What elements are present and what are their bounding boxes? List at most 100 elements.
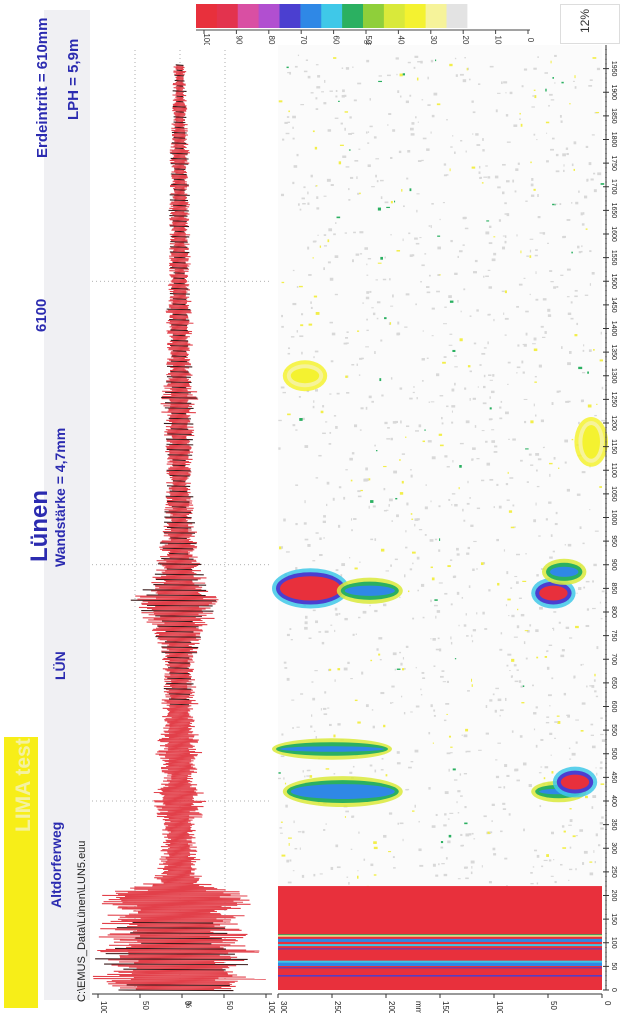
map-speck bbox=[411, 254, 415, 257]
x-tick-label: 1350 bbox=[610, 344, 617, 360]
signal-stroke bbox=[169, 314, 188, 317]
signal-stroke bbox=[169, 703, 190, 706]
signal-stroke bbox=[171, 327, 188, 329]
map-speck bbox=[281, 281, 285, 284]
map-speck bbox=[299, 847, 301, 850]
signal-stroke bbox=[171, 302, 187, 305]
signal-stroke bbox=[174, 198, 186, 201]
signal-stroke bbox=[166, 330, 193, 333]
map-speck bbox=[417, 589, 420, 592]
signal-stroke bbox=[171, 520, 187, 523]
signal-stroke bbox=[168, 742, 190, 744]
signal-stroke bbox=[170, 466, 189, 469]
map-speck bbox=[409, 94, 412, 97]
map-speck bbox=[469, 398, 471, 401]
map-speck bbox=[543, 859, 548, 862]
x-tick-label: 1450 bbox=[610, 297, 617, 313]
signal-stroke bbox=[162, 707, 194, 710]
map-speck bbox=[367, 164, 371, 168]
map-speck bbox=[545, 721, 550, 724]
signal-stroke bbox=[169, 305, 188, 308]
map-speck bbox=[448, 498, 451, 501]
map-speck bbox=[569, 103, 571, 105]
map-speck bbox=[334, 607, 338, 611]
signal-stroke bbox=[166, 472, 191, 475]
signal-stroke bbox=[168, 409, 190, 412]
signal-stroke bbox=[155, 615, 202, 617]
signal-stroke bbox=[161, 873, 195, 875]
map-speck bbox=[525, 200, 528, 202]
signal-stroke bbox=[172, 489, 188, 492]
signal-stroke bbox=[166, 308, 191, 311]
signal-stroke bbox=[169, 460, 189, 463]
signal-stroke bbox=[166, 380, 191, 383]
map-speck bbox=[481, 430, 485, 432]
map-speck bbox=[458, 624, 460, 627]
map-speck bbox=[492, 374, 495, 377]
signal-stroke bbox=[172, 278, 187, 281]
map-speck bbox=[566, 219, 571, 221]
map-speck bbox=[523, 343, 527, 347]
map-speck bbox=[292, 727, 294, 729]
signal-stroke bbox=[170, 212, 190, 215]
map-speck bbox=[318, 454, 322, 457]
x-tick-label: 1150 bbox=[610, 439, 617, 454]
signal-stroke bbox=[167, 553, 193, 556]
map-speck bbox=[444, 813, 447, 816]
signal-stroke bbox=[173, 190, 185, 192]
map-speck bbox=[422, 137, 427, 140]
signal-stroke bbox=[172, 197, 187, 200]
map-speck bbox=[578, 421, 580, 425]
signal-stroke bbox=[168, 348, 189, 350]
map-speck bbox=[592, 795, 597, 798]
map-blob-core bbox=[344, 585, 395, 596]
map-speck bbox=[359, 253, 363, 255]
signal-stroke bbox=[176, 77, 184, 80]
map-speck bbox=[417, 160, 422, 163]
map-speck bbox=[551, 831, 554, 835]
signal-stroke bbox=[168, 690, 191, 692]
map-speck bbox=[579, 829, 584, 832]
map-speck bbox=[553, 611, 557, 613]
scale-tick-label: 100 bbox=[202, 33, 211, 47]
map-speck bbox=[349, 771, 353, 774]
map-speck bbox=[516, 553, 520, 556]
signal-stroke bbox=[137, 905, 222, 907]
map-speck bbox=[535, 249, 538, 251]
map-speck bbox=[501, 81, 503, 85]
map-speck bbox=[434, 538, 438, 541]
signal-stroke bbox=[164, 678, 195, 681]
map-speck bbox=[574, 675, 576, 679]
signal-stroke bbox=[146, 594, 206, 597]
signal-stroke bbox=[161, 643, 195, 645]
signal-stroke bbox=[175, 172, 184, 175]
map-speck bbox=[438, 863, 440, 866]
map-speck bbox=[351, 132, 355, 134]
map-speck bbox=[471, 678, 473, 682]
signal-stroke bbox=[169, 283, 190, 286]
map-speck bbox=[568, 637, 573, 639]
signal-stroke bbox=[169, 263, 188, 266]
signal-stroke bbox=[174, 271, 185, 273]
signal-stroke bbox=[169, 194, 190, 196]
signal-stroke bbox=[173, 272, 185, 274]
map-speck bbox=[443, 873, 448, 877]
map-speck bbox=[534, 375, 537, 378]
signal-stroke bbox=[169, 297, 188, 299]
signal-stroke bbox=[164, 431, 194, 433]
map-speck bbox=[497, 92, 501, 94]
map-speck bbox=[450, 603, 453, 606]
map-speck bbox=[337, 524, 341, 528]
map-speck bbox=[454, 151, 456, 154]
map-speck bbox=[520, 685, 523, 688]
signal-stroke bbox=[129, 923, 221, 926]
signal-stroke bbox=[168, 359, 190, 362]
map-speck bbox=[500, 830, 503, 833]
map-speck bbox=[300, 693, 304, 695]
map-speck bbox=[331, 332, 336, 336]
map-speck bbox=[428, 401, 430, 403]
map-speck bbox=[511, 675, 513, 678]
signal-stroke bbox=[167, 331, 190, 334]
map-speck bbox=[285, 132, 290, 135]
map-speck bbox=[446, 405, 449, 408]
